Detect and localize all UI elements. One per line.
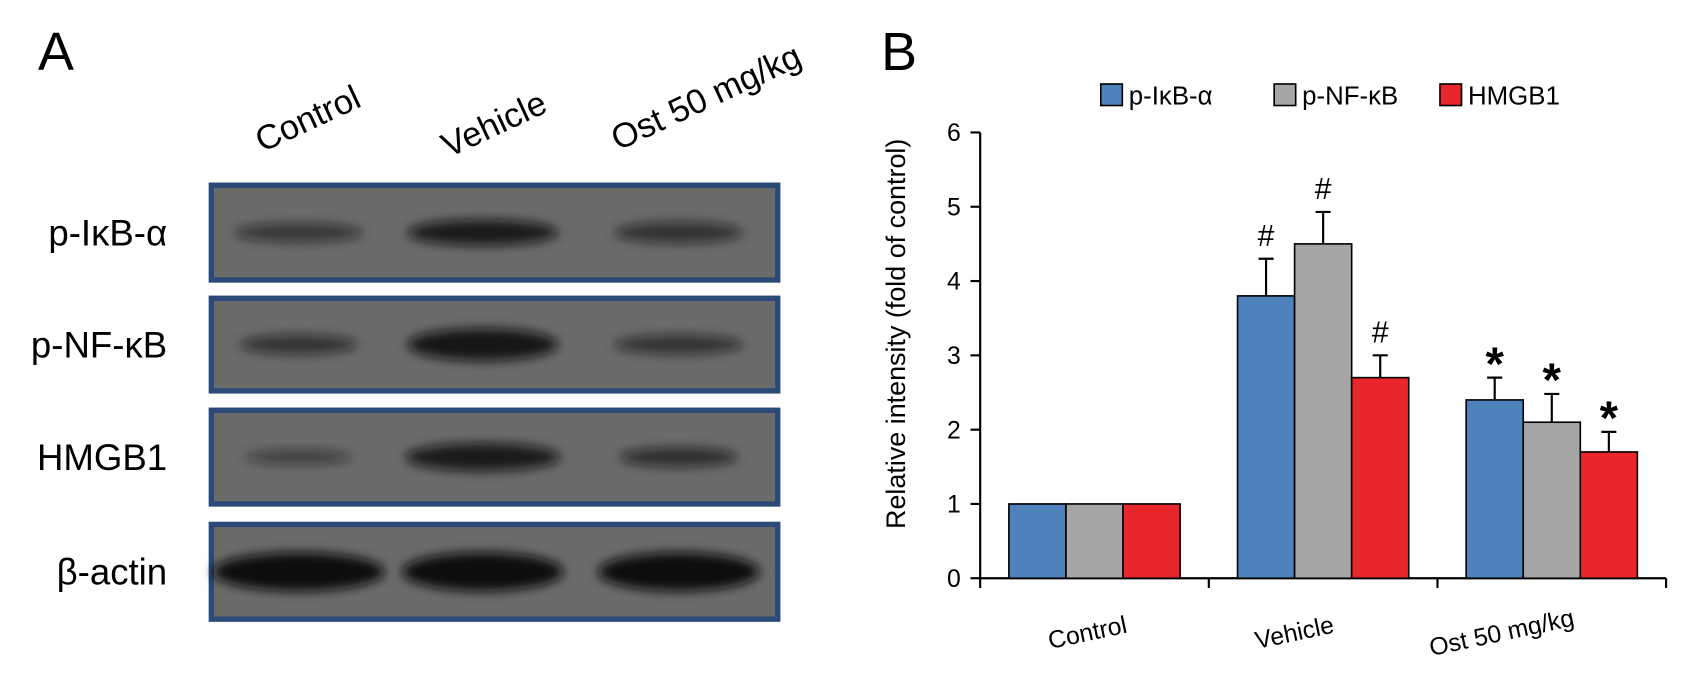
x-tick-label: Control (1046, 612, 1130, 655)
bar (1008, 503, 1067, 580)
band (405, 443, 561, 472)
y-axis-label: Relative intensity (fold of control) (881, 139, 911, 529)
row-label: p-IκB-α (48, 213, 167, 254)
error-bar (1601, 430, 1617, 452)
annotation: * (1543, 354, 1562, 407)
annotation: * (1485, 338, 1504, 391)
bar (1350, 376, 1410, 580)
bar (1579, 451, 1639, 580)
legend-swatch (1099, 83, 1124, 107)
y-tick-label: 5 (947, 194, 961, 221)
legend-swatch (1273, 83, 1297, 107)
band (614, 221, 744, 244)
band (619, 447, 738, 467)
band (597, 552, 760, 592)
lane-label: Vehicle (436, 84, 553, 165)
error-bar (1487, 376, 1503, 400)
legend-label: p-IκB-α (1129, 82, 1213, 110)
lane-label: Ost 50 mg/kg (605, 37, 807, 158)
bar (1236, 295, 1296, 580)
band (614, 334, 744, 355)
annotation: # (1372, 316, 1389, 349)
bar (1465, 399, 1525, 580)
row-label: β-actin (57, 552, 168, 593)
panel-label: A (38, 22, 74, 82)
band (407, 219, 559, 246)
band (407, 328, 559, 361)
panel-label: B (881, 22, 917, 82)
y-tick-label: 0 (947, 566, 961, 593)
band (239, 334, 358, 355)
band (401, 552, 564, 592)
error-bar (1315, 210, 1331, 244)
annotation: # (1315, 173, 1332, 206)
legend-swatch (1439, 83, 1463, 107)
panel-b: B Relative intensity (fold of control) 0… (881, 22, 1668, 662)
x-tick-label: Ost 50 mg/kg (1427, 605, 1577, 662)
y-tick-label: 3 (947, 343, 961, 370)
bar (1293, 243, 1353, 580)
y-tick-label: 2 (947, 417, 961, 444)
error-bar (1544, 392, 1560, 423)
y-tick-label: 1 (947, 492, 961, 519)
row-label: p-NF-κB (31, 324, 167, 365)
bar (1522, 421, 1582, 580)
bar (1065, 503, 1124, 580)
legend-label: p-NF-κB (1302, 82, 1398, 110)
band (233, 222, 364, 243)
legend-label: HMGB1 (1468, 82, 1560, 110)
row-label: HMGB1 (37, 437, 167, 478)
y-tick-label: 6 (947, 120, 961, 147)
error-bar (1258, 257, 1274, 296)
band (212, 552, 385, 592)
y-tick-label: 4 (947, 269, 961, 296)
band (244, 449, 353, 465)
x-tick-label: Vehicle (1253, 612, 1337, 655)
panel-a: A Control Vehicle Ost 50 mg/kg p-IκB-α p-NF-… (31, 22, 807, 622)
annotation: # (1258, 220, 1275, 253)
error-bar (1372, 354, 1388, 378)
annotation: * (1600, 392, 1619, 445)
bar (1122, 503, 1181, 580)
lane-label: Control (250, 79, 367, 160)
